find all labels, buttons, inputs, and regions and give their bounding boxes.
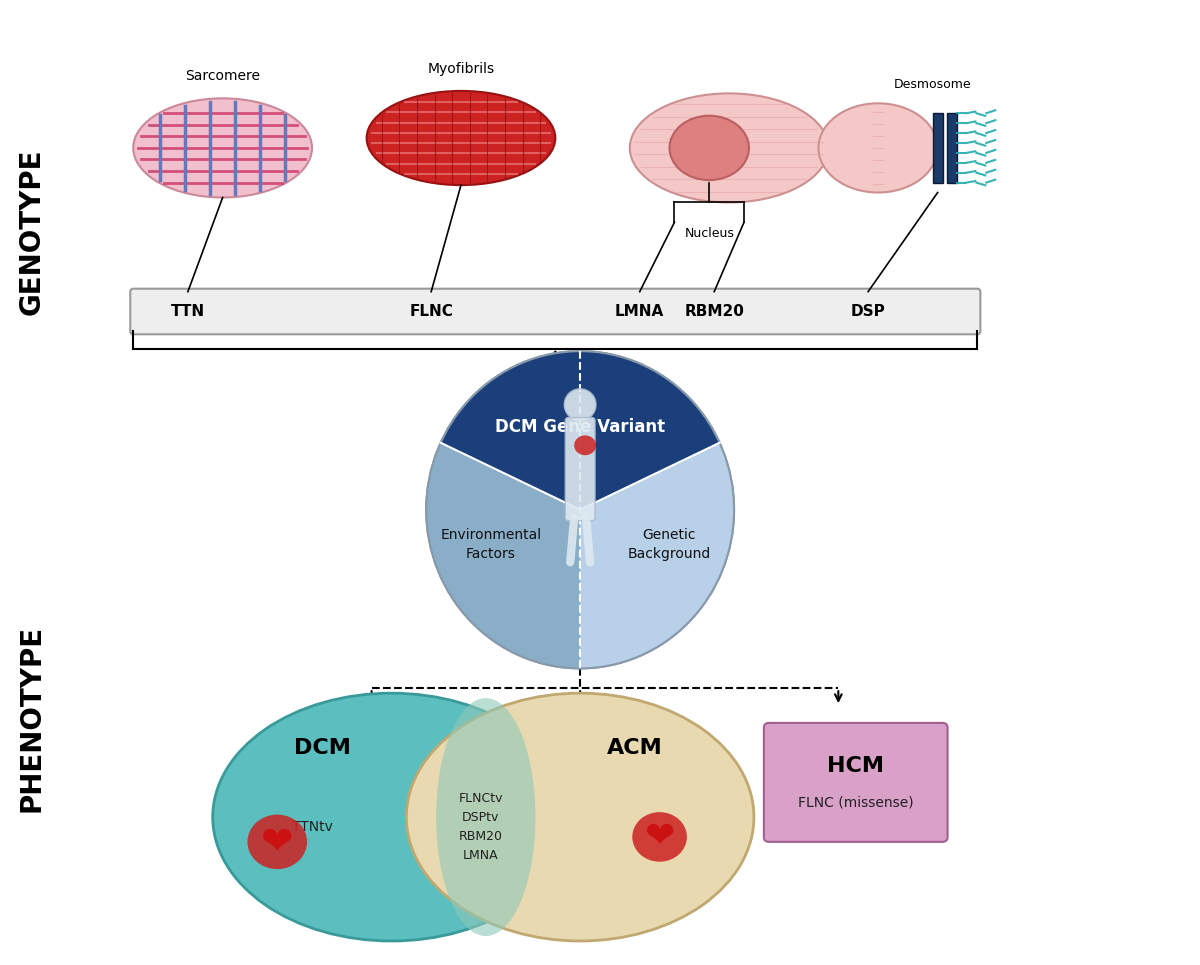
- FancyBboxPatch shape: [565, 418, 595, 521]
- Text: FLNC (missense): FLNC (missense): [798, 795, 913, 810]
- Text: TTN: TTN: [170, 304, 205, 319]
- Text: FLNC: FLNC: [409, 304, 454, 319]
- Text: LMNA: LMNA: [616, 304, 665, 319]
- Ellipse shape: [818, 103, 937, 193]
- Text: DCM: DCM: [294, 737, 350, 758]
- Circle shape: [564, 389, 596, 421]
- Ellipse shape: [670, 116, 749, 180]
- Ellipse shape: [574, 435, 596, 455]
- Ellipse shape: [630, 94, 828, 203]
- Ellipse shape: [436, 698, 535, 936]
- Polygon shape: [440, 351, 720, 510]
- Text: RBM20: RBM20: [684, 304, 744, 319]
- Text: TTNtv: TTNtv: [292, 820, 332, 834]
- Ellipse shape: [212, 693, 570, 941]
- Polygon shape: [580, 443, 734, 669]
- Ellipse shape: [426, 351, 734, 669]
- Text: Genetic
Background: Genetic Background: [628, 529, 712, 561]
- Text: PHENOTYPE: PHENOTYPE: [18, 624, 46, 812]
- FancyBboxPatch shape: [131, 289, 980, 334]
- Ellipse shape: [632, 813, 686, 862]
- FancyBboxPatch shape: [932, 113, 943, 182]
- Text: Myofibrils: Myofibrils: [427, 62, 494, 76]
- Text: ❤: ❤: [260, 823, 294, 861]
- Text: DCM Gene Variant: DCM Gene Variant: [496, 418, 665, 436]
- Text: Sarcomere: Sarcomere: [185, 69, 260, 84]
- Text: FLNCtv
DSPtv
RBM20
LMNA: FLNCtv DSPtv RBM20 LMNA: [458, 792, 503, 862]
- Text: Environmental
Factors: Environmental Factors: [440, 529, 541, 561]
- FancyBboxPatch shape: [764, 723, 948, 841]
- Text: GENOTYPE: GENOTYPE: [18, 149, 46, 316]
- Ellipse shape: [133, 98, 312, 198]
- Ellipse shape: [367, 91, 556, 185]
- Ellipse shape: [407, 693, 754, 941]
- Text: ACM: ACM: [607, 737, 662, 758]
- Text: Desmosome: Desmosome: [894, 78, 972, 92]
- Text: Nucleus: Nucleus: [684, 227, 734, 240]
- Ellipse shape: [247, 814, 307, 869]
- Text: ❤: ❤: [644, 820, 674, 854]
- Polygon shape: [426, 443, 580, 669]
- Text: DSP: DSP: [851, 304, 886, 319]
- FancyBboxPatch shape: [947, 113, 956, 182]
- Text: HCM: HCM: [827, 756, 884, 776]
